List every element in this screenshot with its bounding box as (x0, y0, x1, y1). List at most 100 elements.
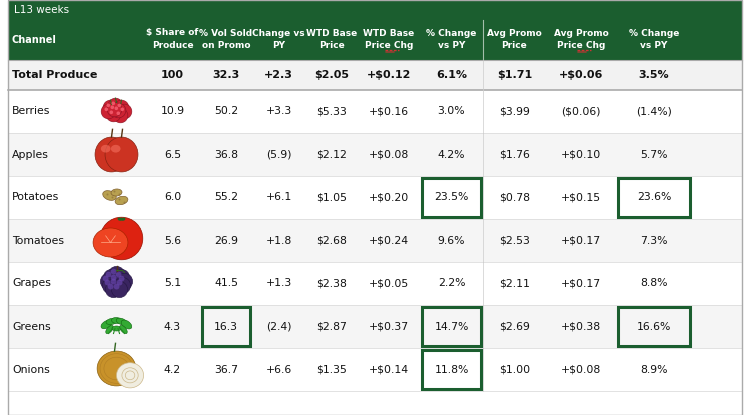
Circle shape (118, 103, 122, 107)
Circle shape (105, 281, 122, 298)
Circle shape (116, 272, 122, 278)
Text: +$0.08: +$0.08 (561, 364, 602, 374)
Text: +$0.15: +$0.15 (561, 193, 601, 203)
Bar (8, 133, 742, 176)
Circle shape (105, 280, 110, 286)
Bar (422, 178, 481, 217)
Bar (618, 178, 690, 217)
Circle shape (104, 100, 118, 115)
Bar (202, 307, 250, 346)
Circle shape (117, 104, 132, 119)
Text: 3.5%: 3.5% (639, 70, 669, 80)
Ellipse shape (111, 145, 121, 153)
Bar (618, 307, 690, 346)
Text: +$0.16: +$0.16 (369, 107, 409, 117)
Ellipse shape (122, 217, 125, 221)
Text: +$0.06: +$0.06 (559, 70, 603, 80)
Circle shape (114, 284, 119, 290)
Ellipse shape (122, 320, 132, 329)
Ellipse shape (106, 318, 117, 325)
Text: Avg Promo: Avg Promo (554, 29, 608, 37)
Text: 8.9%: 8.9% (640, 364, 668, 374)
Text: Apples: Apples (12, 149, 49, 159)
Text: +$0.12: +$0.12 (367, 70, 411, 80)
Text: PY: PY (272, 42, 285, 51)
Text: $1.00: $1.00 (499, 364, 530, 374)
Text: $2.05: $2.05 (314, 70, 349, 80)
Circle shape (124, 202, 125, 203)
Circle shape (104, 107, 108, 111)
Text: $1.35: $1.35 (316, 364, 347, 374)
Ellipse shape (119, 217, 124, 221)
Bar (422, 307, 481, 346)
Circle shape (111, 269, 116, 274)
Circle shape (100, 217, 142, 260)
Text: $2.11: $2.11 (499, 278, 530, 288)
Bar (8, 219, 742, 262)
Circle shape (112, 196, 113, 198)
Circle shape (106, 193, 109, 195)
Text: $1.71: $1.71 (496, 70, 532, 80)
Circle shape (106, 272, 112, 278)
Circle shape (115, 107, 118, 110)
Text: $2.53: $2.53 (499, 235, 530, 246)
Circle shape (101, 104, 115, 119)
Circle shape (108, 266, 124, 283)
Circle shape (121, 107, 124, 111)
Ellipse shape (118, 217, 122, 221)
Text: 26.9: 26.9 (214, 235, 238, 246)
Text: +6.6: +6.6 (266, 364, 292, 374)
Text: Price Chg: Price Chg (364, 42, 413, 51)
Text: 100: 100 (161, 70, 184, 80)
Text: +$0.37: +$0.37 (369, 322, 409, 332)
Circle shape (100, 273, 117, 290)
Circle shape (118, 276, 124, 281)
Text: 16.6%: 16.6% (637, 322, 671, 332)
Circle shape (110, 110, 113, 114)
Circle shape (111, 279, 116, 285)
Circle shape (111, 281, 128, 298)
Circle shape (106, 107, 121, 122)
Bar (8, 348, 742, 391)
Text: $2.12: $2.12 (316, 149, 347, 159)
Text: 11.8%: 11.8% (434, 364, 469, 374)
Ellipse shape (112, 317, 122, 324)
Text: Price: Price (502, 42, 527, 51)
Text: Tomatoes: Tomatoes (12, 235, 64, 246)
Text: (2.4): (2.4) (266, 322, 291, 332)
Ellipse shape (112, 326, 121, 331)
Circle shape (108, 98, 123, 113)
Text: Change vs: Change vs (252, 29, 305, 37)
Text: +$0.17: +$0.17 (561, 278, 601, 288)
Text: vs PY: vs PY (640, 42, 668, 51)
Text: on Promo: on Promo (202, 42, 250, 51)
Text: 6.0: 6.0 (164, 193, 182, 203)
Ellipse shape (103, 190, 116, 200)
Circle shape (114, 100, 129, 115)
Text: WTD Base: WTD Base (306, 29, 357, 37)
Text: ($0.06): ($0.06) (561, 107, 601, 117)
Ellipse shape (120, 325, 128, 334)
Text: Produce: Produce (152, 42, 194, 51)
Text: 7.3%: 7.3% (640, 235, 668, 246)
Ellipse shape (101, 320, 112, 329)
Text: $ Share of: $ Share of (146, 29, 199, 37)
Text: 41.5: 41.5 (214, 278, 238, 288)
Text: (1.4%): (1.4%) (636, 107, 672, 117)
Text: 4.2: 4.2 (164, 364, 181, 374)
Text: Berries: Berries (12, 107, 50, 117)
Text: L13 weeks: L13 weeks (14, 5, 69, 15)
Text: +$0.14: +$0.14 (369, 364, 409, 374)
Text: +$0.05: +$0.05 (369, 278, 410, 288)
Text: Greens: Greens (12, 322, 51, 332)
Text: 3.0%: 3.0% (438, 107, 465, 117)
Ellipse shape (116, 318, 127, 325)
Text: $2.69: $2.69 (499, 322, 530, 332)
Text: 36.8: 36.8 (214, 149, 238, 159)
Text: 23.6%: 23.6% (637, 193, 671, 203)
Text: +1.8: +1.8 (266, 235, 292, 246)
Text: +$0.20: +$0.20 (369, 193, 410, 203)
Circle shape (110, 105, 114, 109)
Text: vs PY: vs PY (438, 42, 465, 51)
Text: $2.87: $2.87 (316, 322, 347, 332)
